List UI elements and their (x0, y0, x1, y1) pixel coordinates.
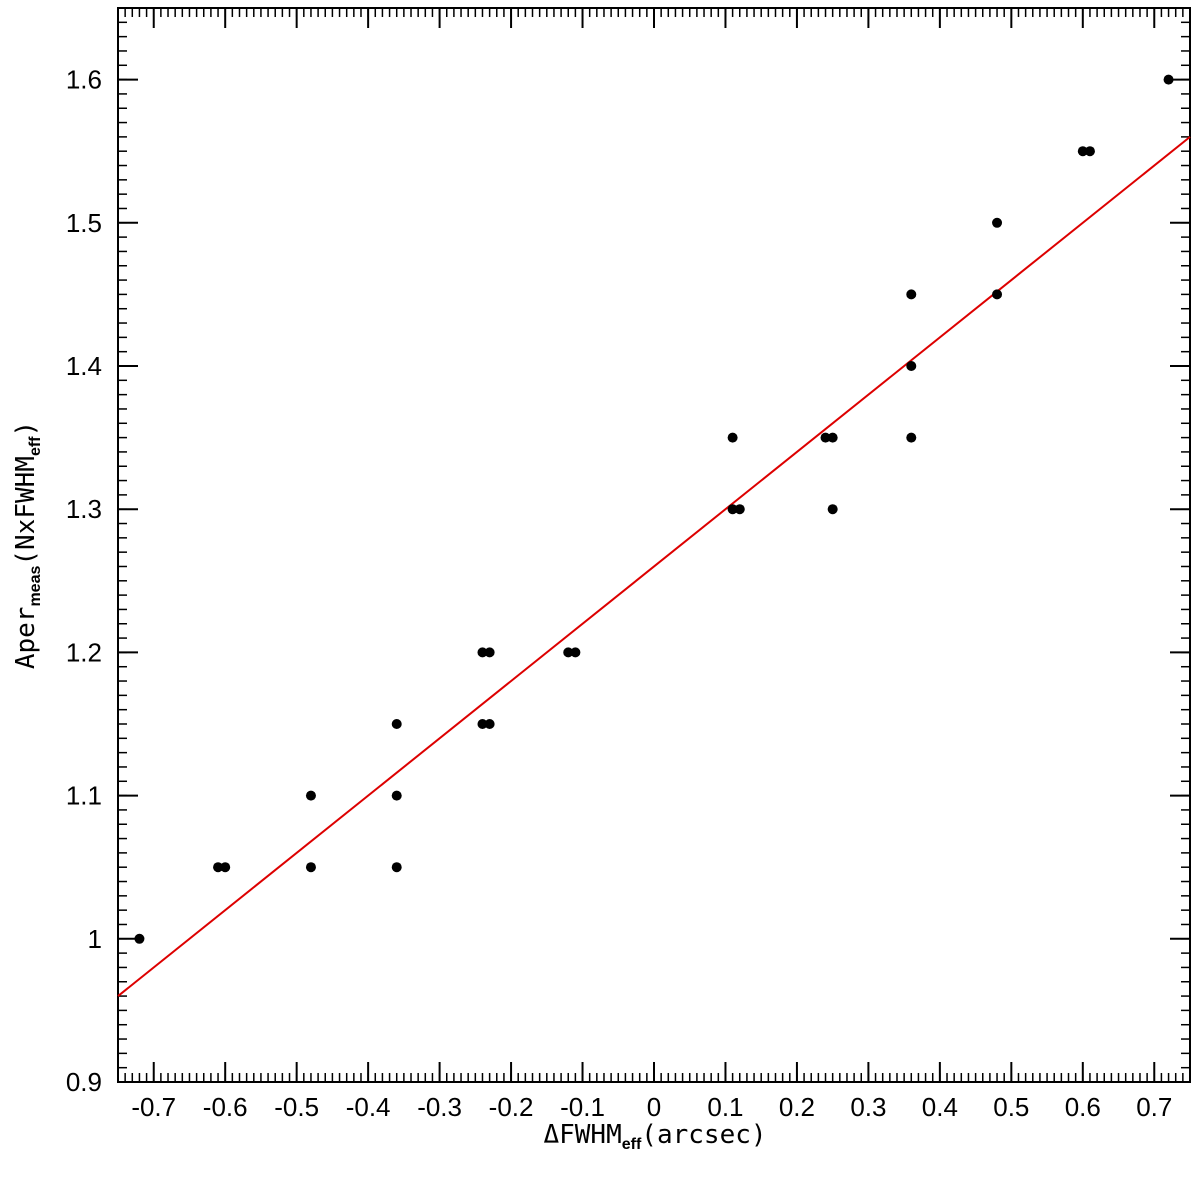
data-point (305, 862, 316, 873)
x-tick-label: 0.4 (922, 1092, 958, 1122)
data-points (134, 74, 1174, 944)
x-axis-title-prefix: ΔFWHM (543, 1120, 621, 1150)
x-tick-label: 0 (647, 1092, 661, 1122)
x-tick-label: 0.1 (707, 1092, 743, 1122)
x-axis-title: ΔFWHMeff(arcsec) (543, 1120, 766, 1153)
y-tick-label: 0.9 (66, 1067, 102, 1097)
data-point (484, 647, 495, 658)
data-point (992, 217, 1003, 228)
x-tick-label: -0.7 (131, 1092, 176, 1122)
y-tick-labels: 0.9 1 1.1 1.2 1.3 1.4 1.5 1.6 (66, 65, 102, 1097)
data-point (134, 933, 145, 944)
y-tick-label: 1.6 (66, 65, 102, 95)
x-tick-label: 0.6 (1065, 1092, 1101, 1122)
x-tick-label: -0.3 (417, 1092, 462, 1122)
y-tick-label: 1.2 (66, 637, 102, 667)
y-axis-title-prefix: Aper (11, 607, 41, 670)
data-point (992, 289, 1003, 300)
x-axis-title-sub: eff (622, 1136, 642, 1153)
y-axis-title-middle: (NxFWHM (11, 456, 41, 566)
y-tick-label: 1.1 (66, 781, 102, 811)
y-tick-label: 1.5 (66, 208, 102, 238)
data-point (734, 504, 745, 515)
data-point (477, 719, 488, 729)
y-axis-title-sub2: eff (27, 436, 44, 456)
data-point (906, 361, 917, 371)
data-point (1084, 146, 1095, 157)
y-tick-label: 1.3 (66, 494, 102, 524)
data-point (484, 719, 495, 729)
data-point (570, 647, 581, 658)
major-ticks (118, 8, 1190, 1083)
data-point (906, 289, 917, 300)
x-tick-label: -0.5 (274, 1092, 319, 1122)
y-tick-label: 1 (88, 924, 102, 954)
x-tick-label: 0.2 (779, 1092, 815, 1122)
x-tick-label: -0.2 (489, 1092, 534, 1122)
plot-frame (117, 7, 1191, 1083)
data-point (827, 504, 838, 515)
data-point (827, 432, 838, 443)
x-tick-label: 0.3 (850, 1092, 886, 1122)
x-tick-label: -0.1 (560, 1092, 605, 1122)
data-point (391, 790, 402, 801)
data-point (727, 504, 738, 515)
x-tick-label: -0.6 (203, 1092, 248, 1122)
y-axis-title-suffix: ) (11, 421, 41, 437)
data-point (1163, 74, 1174, 85)
y-axis-title-sub: meas (27, 566, 44, 607)
data-point (727, 432, 738, 443)
x-tick-label: -0.4 (346, 1092, 391, 1122)
minor-ticks (117, 7, 1191, 1083)
data-point (391, 862, 402, 873)
data-point (391, 719, 402, 729)
data-point (220, 862, 231, 873)
y-axis-title: Apermeas(NxFWHMeff) (11, 421, 44, 669)
x-tick-labels: -0.7 -0.6 -0.5 -0.4 -0.3 -0.2 -0.1 0 0.1 0.2 0.3 0.… (131, 1092, 1172, 1122)
x-tick-label: 0.7 (1136, 1092, 1172, 1122)
data-point (305, 790, 316, 801)
data-point (213, 862, 224, 873)
data-point (563, 647, 574, 658)
data-point (906, 432, 917, 443)
fit-line (117, 136, 1191, 997)
x-axis-title-suffix: (arcsec) (641, 1120, 766, 1150)
y-tick-label: 1.4 (66, 351, 102, 381)
data-point (477, 647, 488, 658)
fit-line-group (117, 136, 1191, 997)
data-point (820, 432, 831, 443)
x-tick-label: 0.5 (993, 1092, 1029, 1122)
data-point (1077, 146, 1088, 157)
